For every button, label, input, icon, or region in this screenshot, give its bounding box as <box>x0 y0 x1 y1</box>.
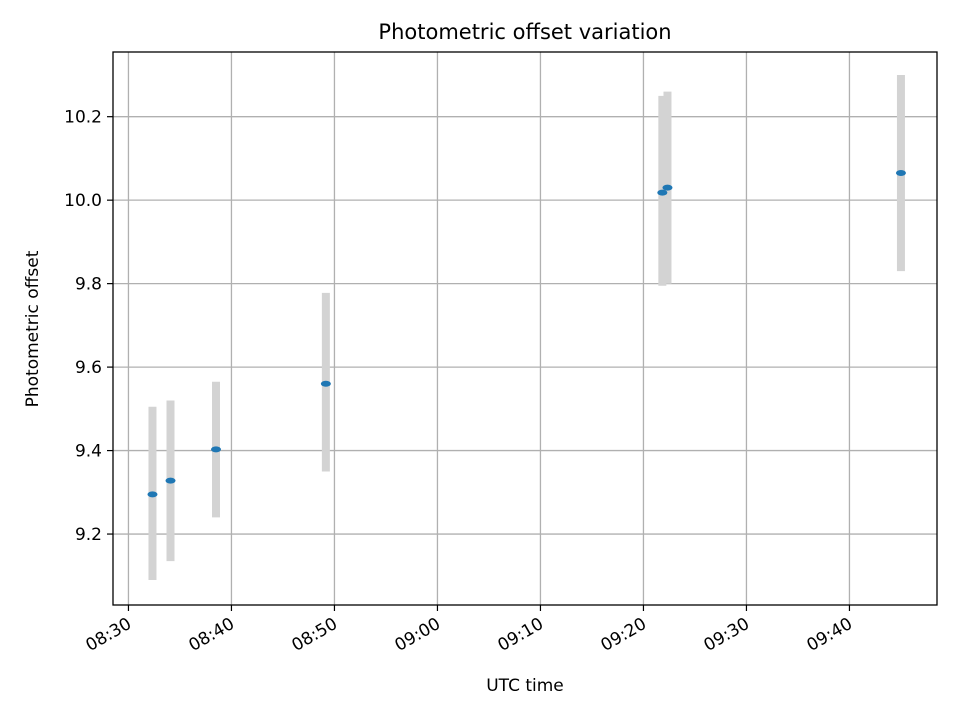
data-point <box>147 491 158 498</box>
y-tick-label: 9.6 <box>75 358 102 378</box>
x-axis-label: UTC time <box>486 676 564 696</box>
y-axis-label: Photometric offset <box>23 250 43 407</box>
markers <box>147 170 906 498</box>
data-point <box>657 189 668 196</box>
data-point <box>211 446 221 453</box>
grid <box>113 52 937 605</box>
data-point <box>165 477 176 484</box>
y-tick-label: 10.2 <box>64 108 102 128</box>
y-tick-label: 9.2 <box>75 525 102 545</box>
y-axis-ticks: 9.2 9.4 9.6 9.8 10.0 10.2 <box>64 108 113 545</box>
data-point <box>895 170 906 177</box>
y-tick-label: 9.8 <box>75 275 102 295</box>
data-point <box>662 184 673 191</box>
y-tick-label: 10.0 <box>64 191 102 211</box>
data-point <box>320 380 331 387</box>
plot-frame <box>112 51 938 606</box>
chart-title: Photometric offset variation <box>378 20 671 44</box>
y-tick-label: 9.4 <box>75 442 102 462</box>
